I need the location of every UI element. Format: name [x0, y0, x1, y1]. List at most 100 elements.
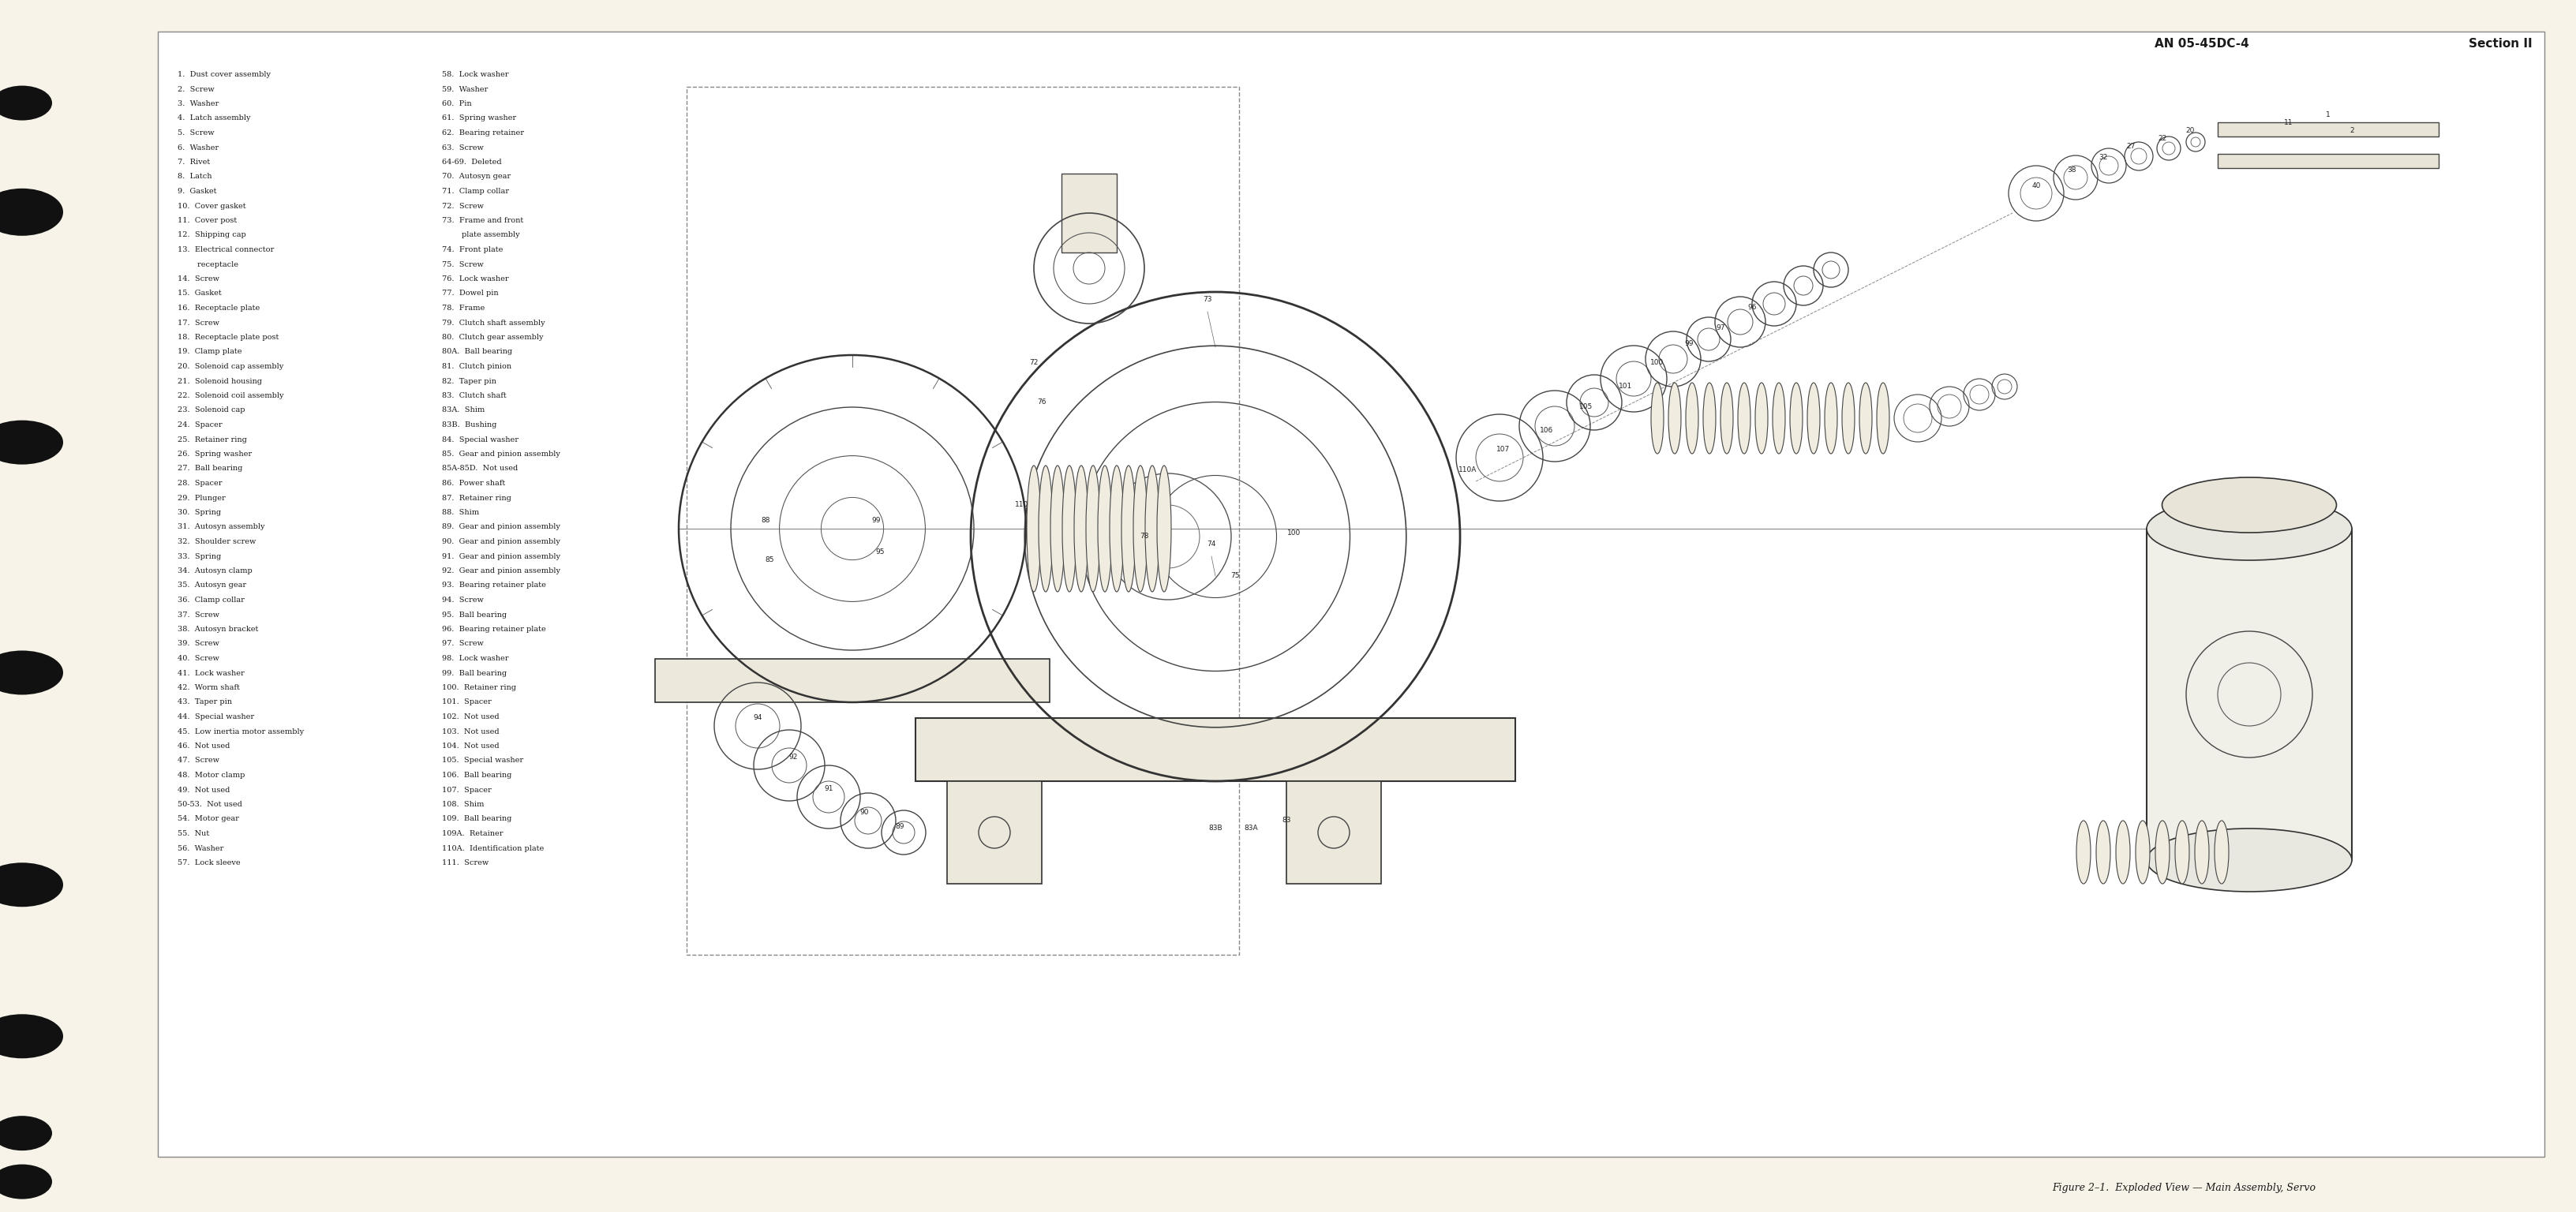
Text: 27: 27 — [2125, 143, 2136, 149]
Text: 99.  Ball bearing: 99. Ball bearing — [443, 669, 507, 676]
Text: 95.  Ball bearing: 95. Ball bearing — [443, 611, 507, 618]
Bar — [914, 718, 1515, 782]
Text: 13.  Electrical connector: 13. Electrical connector — [178, 246, 273, 253]
Text: 15.  Gasket: 15. Gasket — [178, 290, 222, 297]
Text: 42.  Worm shaft: 42. Worm shaft — [178, 684, 240, 691]
Text: 72.  Screw: 72. Screw — [443, 202, 484, 210]
Text: 24.  Spacer: 24. Spacer — [178, 422, 222, 429]
Text: 8.  Latch: 8. Latch — [178, 173, 211, 181]
Bar — [654, 659, 1048, 702]
Text: 28.  Spacer: 28. Spacer — [178, 480, 222, 487]
Text: 29.  Plunger: 29. Plunger — [178, 494, 227, 502]
Text: 72: 72 — [1030, 360, 1038, 366]
Ellipse shape — [0, 188, 64, 236]
Text: 14.  Screw: 14. Screw — [178, 275, 219, 282]
Ellipse shape — [2146, 829, 2352, 892]
Text: 83.  Clutch shaft: 83. Clutch shaft — [443, 393, 507, 399]
Ellipse shape — [1685, 383, 1698, 453]
Text: 57.  Lock sleeve: 57. Lock sleeve — [178, 859, 240, 867]
Text: 4.  Latch assembly: 4. Latch assembly — [178, 115, 250, 122]
Text: 40: 40 — [2032, 182, 2040, 189]
Text: plate assembly: plate assembly — [443, 231, 520, 239]
Ellipse shape — [1824, 383, 1837, 453]
Text: 18.  Receptacle plate post: 18. Receptacle plate post — [178, 333, 278, 341]
Text: 106: 106 — [1540, 427, 1553, 434]
Text: 78: 78 — [1139, 533, 1149, 541]
Text: 100: 100 — [1288, 530, 1301, 536]
Text: 85: 85 — [765, 556, 773, 564]
Ellipse shape — [0, 421, 64, 464]
Ellipse shape — [1703, 383, 1716, 453]
Text: 85.  Gear and pinion assembly: 85. Gear and pinion assembly — [443, 451, 559, 458]
Text: 83: 83 — [1283, 817, 1291, 824]
Text: 71.  Clamp collar: 71. Clamp collar — [443, 188, 510, 195]
Ellipse shape — [1097, 465, 1113, 591]
Text: 20: 20 — [2184, 126, 2195, 133]
Text: 31.  Autosyn assembly: 31. Autosyn assembly — [178, 524, 265, 531]
Ellipse shape — [2174, 821, 2190, 884]
Ellipse shape — [2161, 478, 2336, 532]
Text: 77.  Dowel pin: 77. Dowel pin — [443, 290, 500, 297]
Text: 76.  Lock washer: 76. Lock washer — [443, 275, 507, 282]
Text: 12.  Shipping cap: 12. Shipping cap — [178, 231, 247, 239]
Text: 62.  Bearing retainer: 62. Bearing retainer — [443, 130, 523, 137]
Bar — [948, 782, 1041, 884]
Ellipse shape — [1028, 465, 1041, 591]
Text: 100: 100 — [1651, 360, 1664, 366]
Text: 21.  Solenoid housing: 21. Solenoid housing — [178, 378, 263, 384]
Ellipse shape — [0, 1014, 64, 1058]
Text: AN 05-45DC-4: AN 05-45DC-4 — [2154, 38, 2249, 50]
Ellipse shape — [1721, 383, 1734, 453]
Text: receptacle: receptacle — [178, 261, 240, 268]
Text: 101.  Spacer: 101. Spacer — [443, 698, 492, 705]
Ellipse shape — [2215, 821, 2228, 884]
Bar — [2218, 154, 2439, 168]
Ellipse shape — [1061, 465, 1077, 591]
Ellipse shape — [2076, 821, 2092, 884]
Text: 109A.  Retainer: 109A. Retainer — [443, 830, 502, 837]
Text: 105: 105 — [1579, 402, 1592, 410]
Text: 6.  Washer: 6. Washer — [178, 144, 219, 152]
Text: 107.  Spacer: 107. Spacer — [443, 787, 492, 794]
Text: 96.  Bearing retainer plate: 96. Bearing retainer plate — [443, 625, 546, 633]
Ellipse shape — [1754, 383, 1767, 453]
Text: 43.  Taper pin: 43. Taper pin — [178, 698, 232, 705]
Text: 83B.  Bushing: 83B. Bushing — [443, 422, 497, 429]
Text: 75: 75 — [1231, 572, 1239, 579]
Text: 49.  Not used: 49. Not used — [178, 787, 229, 794]
Ellipse shape — [1842, 383, 1855, 453]
Text: 84.  Special washer: 84. Special washer — [443, 436, 518, 444]
Ellipse shape — [1669, 383, 1682, 453]
Text: 2: 2 — [2349, 126, 2354, 133]
Text: 94.  Screw: 94. Screw — [443, 596, 484, 604]
Text: 56.  Washer: 56. Washer — [178, 845, 224, 852]
Text: 97.  Screw: 97. Screw — [443, 640, 484, 647]
Bar — [2218, 122, 2439, 137]
Text: 88.  Shim: 88. Shim — [443, 509, 479, 516]
Text: 89: 89 — [896, 823, 904, 830]
Ellipse shape — [0, 86, 52, 120]
Bar — [1285, 782, 1381, 884]
Ellipse shape — [2115, 821, 2130, 884]
Text: 99: 99 — [871, 518, 881, 525]
Text: 32: 32 — [2099, 154, 2107, 161]
Text: 95: 95 — [876, 549, 884, 556]
Text: 50-53.  Not used: 50-53. Not used — [178, 801, 242, 808]
Text: 44.  Special washer: 44. Special washer — [178, 714, 255, 720]
Text: 2.  Screw: 2. Screw — [178, 86, 214, 92]
Ellipse shape — [2156, 821, 2169, 884]
Text: 11: 11 — [2285, 119, 2293, 126]
Text: 9.  Gasket: 9. Gasket — [178, 188, 216, 195]
Text: 103.  Not used: 103. Not used — [443, 728, 500, 734]
Text: 110A.  Identification plate: 110A. Identification plate — [443, 845, 544, 852]
Text: 102.  Not used: 102. Not used — [443, 714, 500, 720]
Text: 75.  Screw: 75. Screw — [443, 261, 484, 268]
Text: 109.  Ball bearing: 109. Ball bearing — [443, 816, 513, 823]
Text: 30.  Spring: 30. Spring — [178, 509, 222, 516]
Bar — [688, 87, 1239, 955]
Ellipse shape — [1087, 465, 1100, 591]
Text: 108.  Shim: 108. Shim — [443, 801, 484, 808]
Text: 58.  Lock washer: 58. Lock washer — [443, 72, 507, 78]
Text: 60.  Pin: 60. Pin — [443, 101, 471, 108]
Text: 83A.  Shim: 83A. Shim — [443, 407, 484, 413]
